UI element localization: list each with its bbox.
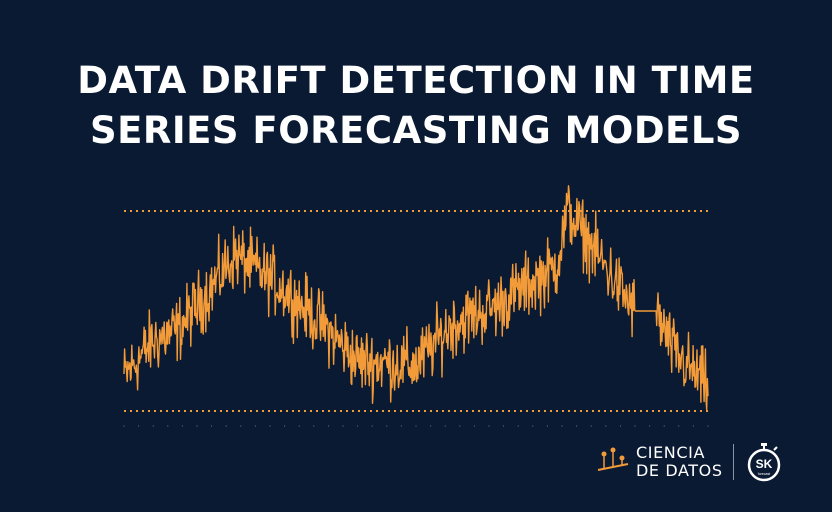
x-axis-ticks [123,425,709,427]
title-line-1: DATA DRIFT DETECTION IN TIME [77,59,755,102]
title-line-2: SERIES FORECASTING MODELS [89,109,743,152]
badge-text: SK [755,457,772,471]
logo-divider [732,444,734,480]
logo-chart-icon [597,447,629,471]
logo-line-2: DE DATOS [636,461,723,480]
badge-small-text: forecast [757,472,769,476]
stopwatch-icon: SK forecast [747,443,780,482]
logo-line-1: CIENCIA [636,443,706,462]
page-title: DATA DRIFT DETECTION IN TIME SERIES FORE… [0,56,832,156]
ciencia-de-datos-logo: CIENCIA DE DATOS SK forecast [596,440,782,484]
logo-wordmark: CIENCIA DE DATOS [636,444,723,480]
series-line [123,185,709,411]
